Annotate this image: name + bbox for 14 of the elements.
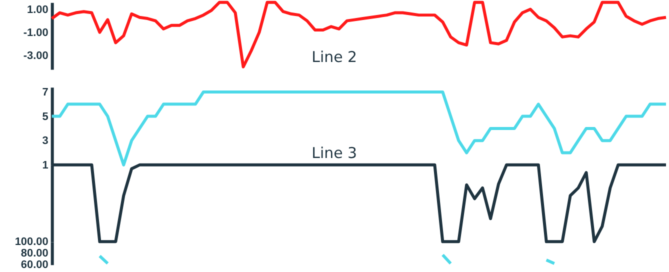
y-tick-label: 7 [42,86,48,98]
y-tick-label: 60.00 [20,259,48,272]
y-tick-label: 3 [42,135,48,148]
y-tick-label: 1 [42,159,48,172]
y-tick-label: 80.00 [20,248,48,260]
line-series [50,90,668,166]
y-tick-label: 1.00 [27,4,48,16]
line-series [50,0,668,68]
y-tick-label: -1.00 [23,26,48,39]
y-tick-label: -3.00 [23,50,48,62]
chart-title: Line 3 [312,144,358,162]
y-tick-label: 100.00 [14,236,48,248]
chart-title: Line 2 [312,48,358,66]
y-tick-label: 5 [42,110,48,123]
